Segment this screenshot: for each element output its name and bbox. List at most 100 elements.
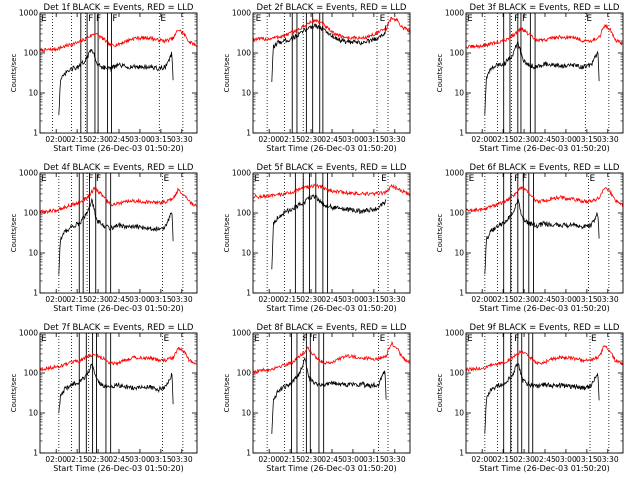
plot-frame	[465, 332, 624, 454]
y-axis-label: Counts/sec	[223, 214, 231, 253]
y-tick-label: 1	[33, 449, 38, 458]
y-tick-label: 1000	[19, 169, 38, 178]
y-tick-label: 10	[28, 409, 38, 418]
y-tick-label: 10	[241, 409, 251, 418]
panel-title: Det 8f BLACK = Events, RED = LLD	[257, 323, 407, 333]
x-tick-label: 02:30	[513, 455, 535, 464]
plot-frame	[39, 12, 198, 134]
series-line-lld	[465, 345, 623, 372]
y-axis-label: Counts/sec	[436, 214, 444, 253]
flag-label: E	[469, 174, 475, 184]
flag-label: F	[88, 174, 93, 184]
y-tick-label: 1	[246, 129, 251, 138]
x-tick-label: 03:15	[150, 295, 172, 304]
y-tick-label: 1000	[445, 169, 464, 178]
y-axis-label: Counts/sec	[10, 214, 18, 253]
plot-frame	[252, 12, 411, 134]
x-tick-label: 02:00	[471, 455, 493, 464]
y-tick-label: 1	[459, 129, 464, 138]
series-line-lld	[252, 16, 410, 43]
x-tick-label: 03:00	[129, 455, 151, 464]
flag-label: E	[380, 334, 386, 344]
panel-det-1f: Det 1f BLACK = Events, RED = LLD 1 10 100 10…	[10, 3, 198, 153]
plot-frame	[39, 172, 198, 294]
x-tick-label: 02:30	[300, 295, 322, 304]
y-tick-label: 1000	[445, 9, 464, 18]
y-tick-label: 100	[237, 49, 252, 58]
x-tick-label: 02:45	[534, 295, 556, 304]
flag-label: F	[96, 14, 101, 24]
x-tick-label: 02:30	[513, 135, 535, 144]
x-tick-label: 03:30	[384, 455, 406, 464]
x-tick-label: 02:45	[108, 135, 130, 144]
x-tick-label: 02:15	[492, 135, 514, 144]
x-tick-label: 03:30	[597, 135, 619, 144]
panel-det-5f: Det 5f BLACK = Events, RED = LLD 1 10 100 10…	[223, 163, 411, 313]
y-tick-label: 1000	[445, 329, 464, 338]
flag-label: E	[591, 334, 597, 344]
series-line-events	[271, 23, 387, 83]
panel-det-3f: Det 3f BLACK = Events, RED = LLD 1 10 100 10…	[436, 3, 624, 153]
flag-label: E	[163, 174, 169, 184]
flag-label: F	[96, 174, 101, 184]
x-tick-label: 02:30	[300, 135, 322, 144]
y-tick-label: 1000	[19, 329, 38, 338]
series-line-lld	[39, 186, 197, 215]
series-line-lld	[39, 29, 197, 53]
x-tick-label: 03:15	[150, 455, 172, 464]
panel-title: Det 4f BLACK = Events, RED = LLD	[44, 163, 194, 173]
series-line-events	[58, 197, 174, 275]
x-axis-label: Start Time (26-Dec-03 01:50:20)	[266, 304, 397, 313]
flag-label: F	[514, 174, 519, 184]
panel-det-8f: Det 8f BLACK = Events, RED = LLD 1 10 100 10…	[223, 323, 411, 473]
x-tick-label: 02:15	[279, 295, 301, 304]
x-tick-label: 03:00	[555, 295, 577, 304]
x-tick-label: 03:15	[363, 295, 385, 304]
x-axis-label: Start Time (26-Dec-03 01:50:20)	[266, 464, 397, 473]
y-tick-label: 100	[450, 49, 465, 58]
panel-det-2f: Det 2f BLACK = Events, RED = LLD 1 10 100 10…	[223, 3, 411, 153]
flag-label: F	[312, 334, 317, 344]
x-tick-label: 02:45	[534, 455, 556, 464]
x-axis-label: Start Time (26-Dec-03 01:50:20)	[53, 144, 184, 153]
y-tick-label: 100	[24, 369, 39, 378]
y-tick-label: 10	[28, 89, 38, 98]
x-tick-label: 02:30	[87, 455, 109, 464]
flag-label: F	[112, 14, 117, 24]
y-tick-label: 1000	[232, 169, 251, 178]
y-axis-label: Counts/sec	[10, 374, 18, 413]
panel-det-6f: Det 6f BLACK = Events, RED = LLD 1 10 100 10…	[436, 163, 624, 313]
x-tick-label: 03:00	[129, 135, 151, 144]
x-tick-label: 02:30	[513, 295, 535, 304]
series-line-lld	[39, 346, 197, 372]
series-line-events	[58, 363, 174, 414]
y-tick-label: 100	[450, 369, 465, 378]
plot-frame	[465, 12, 624, 134]
x-tick-label: 02:00	[45, 455, 67, 464]
flag-label: E	[467, 334, 473, 344]
x-tick-label: 03:30	[171, 455, 193, 464]
flag-label: E	[256, 14, 262, 24]
y-tick-label: 10	[241, 249, 251, 258]
y-tick-label: 100	[24, 49, 39, 58]
x-tick-label: 02:45	[108, 295, 130, 304]
series-line-events	[271, 194, 387, 270]
flag-label: F	[514, 14, 519, 24]
series-line-lld	[252, 183, 410, 200]
x-tick-label: 02:45	[108, 455, 130, 464]
y-tick-label: 10	[454, 249, 464, 258]
x-tick-label: 03:30	[384, 295, 406, 304]
x-tick-label: 02:00	[471, 135, 493, 144]
y-tick-label: 10	[454, 89, 464, 98]
x-tick-label: 03:00	[342, 295, 364, 304]
x-tick-label: 03:30	[597, 455, 619, 464]
x-tick-label: 02:15	[279, 455, 301, 464]
flag-label: E	[380, 14, 386, 24]
y-tick-label: 100	[237, 369, 252, 378]
x-tick-label: 03:15	[363, 455, 385, 464]
panel-title: Det 1f BLACK = Events, RED = LLD	[44, 3, 194, 13]
x-tick-label: 02:45	[321, 455, 343, 464]
x-tick-label: 03:00	[555, 135, 577, 144]
y-tick-label: 10	[28, 249, 38, 258]
x-axis-label: Start Time (26-Dec-03 01:50:20)	[479, 464, 610, 473]
